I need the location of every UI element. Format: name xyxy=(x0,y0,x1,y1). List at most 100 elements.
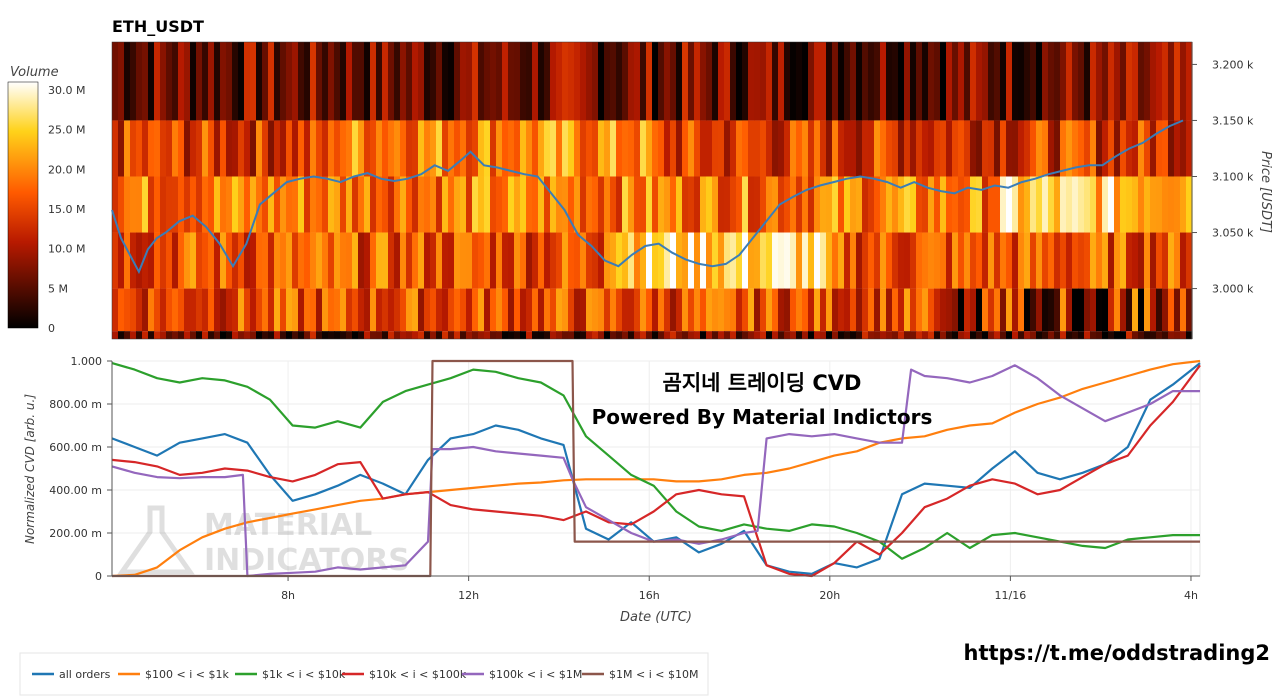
heatmap-cell xyxy=(676,331,683,339)
heatmap-cell xyxy=(850,288,857,332)
heatmap-cell xyxy=(994,120,1001,177)
heatmap-cell xyxy=(466,232,473,289)
heatmap-cell xyxy=(400,42,407,121)
heatmap-cell xyxy=(736,331,743,339)
source-url[interactable]: https://t.me/oddstrading2 xyxy=(964,641,1271,665)
heatmap-cell xyxy=(994,176,1001,233)
legend-label[interactable]: all orders xyxy=(59,668,111,681)
heatmap-cell xyxy=(1126,331,1133,339)
heatmap-cell xyxy=(814,120,821,177)
heatmap-cell xyxy=(682,176,689,233)
heatmap-cell xyxy=(154,120,161,177)
heatmap-cell xyxy=(664,42,671,121)
heatmap-cell xyxy=(940,42,947,121)
heatmap-cell xyxy=(670,120,677,177)
heatmap-cell xyxy=(934,42,941,121)
heatmap-cell xyxy=(754,288,761,332)
heatmap-cell xyxy=(220,42,227,121)
heatmap-cell xyxy=(430,232,437,289)
heatmap-cell xyxy=(526,176,533,233)
heatmap-cell xyxy=(1018,120,1025,177)
heatmap-cell xyxy=(736,288,743,332)
heatmap-cell xyxy=(280,232,287,289)
heatmap-cell xyxy=(1114,120,1121,177)
heatmap-cell xyxy=(910,120,917,177)
heatmap-cell xyxy=(922,120,929,177)
heatmap-cell xyxy=(496,120,503,177)
heatmap-cell xyxy=(358,331,365,339)
heatmap-cell xyxy=(442,331,449,339)
heatmap-cell xyxy=(238,120,245,177)
heatmap-cell xyxy=(172,176,179,233)
heatmap-cell xyxy=(508,120,515,177)
heatmap-cell xyxy=(916,176,923,233)
heatmap-cell xyxy=(436,288,443,332)
heatmap-cell xyxy=(760,331,767,339)
heatmap-cell xyxy=(544,42,551,121)
legend-label[interactable]: $1M < i < $10M xyxy=(609,668,698,681)
heatmap-cell xyxy=(274,176,281,233)
heatmap-cell xyxy=(928,331,935,339)
cvd-y-tick-label: 800.00 m xyxy=(49,398,102,411)
heatmap-cell xyxy=(220,120,227,177)
heatmap-cell xyxy=(508,331,515,339)
heatmap-cell xyxy=(550,232,557,289)
heatmap-cell xyxy=(928,288,935,332)
colorbar-title: Volume xyxy=(10,65,59,80)
heatmap-cell xyxy=(160,42,167,121)
legend-label[interactable]: $1k < i < $10k xyxy=(262,668,346,681)
heatmap-cell xyxy=(178,331,185,339)
heatmap-cell xyxy=(568,120,575,177)
heatmap-cell xyxy=(340,232,347,289)
heatmap-cell xyxy=(880,120,887,177)
heatmap-cell xyxy=(382,331,389,339)
heatmap-cell xyxy=(268,120,275,177)
heatmap-cell xyxy=(940,288,947,332)
heatmap-cell xyxy=(916,42,923,121)
heatmap-cell xyxy=(358,120,365,177)
heatmap-cell xyxy=(202,232,209,289)
heatmap-cell xyxy=(472,176,479,233)
heatmap-cell xyxy=(880,232,887,289)
heatmap-cell xyxy=(556,331,563,339)
heatmap-cell xyxy=(454,120,461,177)
heatmap-cell xyxy=(700,288,707,332)
heatmap-cell xyxy=(532,331,539,339)
heatmap-cell xyxy=(1102,42,1109,121)
heatmap-cell xyxy=(868,120,875,177)
heatmap-cell xyxy=(256,232,263,289)
heatmap-cell xyxy=(688,288,695,332)
heatmap-cell xyxy=(688,42,695,121)
heatmap-cell xyxy=(562,42,569,121)
heatmap-cell xyxy=(1126,42,1133,121)
legend-label[interactable]: $100 < i < $1k xyxy=(145,668,229,681)
heatmap-cell xyxy=(868,232,875,289)
heatmap-cell xyxy=(586,176,593,233)
heatmap-cell xyxy=(184,42,191,121)
legend-label[interactable]: $10k < i < $100k xyxy=(369,668,467,681)
heatmap-cell xyxy=(178,120,185,177)
heatmap-cell xyxy=(1120,331,1127,339)
heatmap-cell xyxy=(1024,42,1031,121)
heatmap-cell xyxy=(496,331,503,339)
heatmap-cell xyxy=(706,331,713,339)
heatmap-cell xyxy=(394,288,401,332)
heatmap-cell xyxy=(976,288,983,332)
heatmap-cell xyxy=(1030,120,1037,177)
heatmap-cell xyxy=(352,232,359,289)
heatmap-cell xyxy=(790,176,797,233)
heatmap-cell xyxy=(856,288,863,332)
heatmap-cell xyxy=(484,331,491,339)
heatmap-cell xyxy=(1072,42,1079,121)
heatmap-cell xyxy=(130,331,137,339)
heatmap-cell xyxy=(310,120,317,177)
heatmap-cell xyxy=(796,42,803,121)
heatmap-cell xyxy=(628,42,635,121)
heatmap-cell xyxy=(160,176,167,233)
heatmap-cell xyxy=(1042,176,1049,233)
heatmap-cell xyxy=(1054,288,1061,332)
heatmap-cell xyxy=(166,42,173,121)
heatmap-cell xyxy=(316,288,323,332)
legend-label[interactable]: $100k < i < $1M xyxy=(489,668,582,681)
heatmap-cell xyxy=(478,288,485,332)
